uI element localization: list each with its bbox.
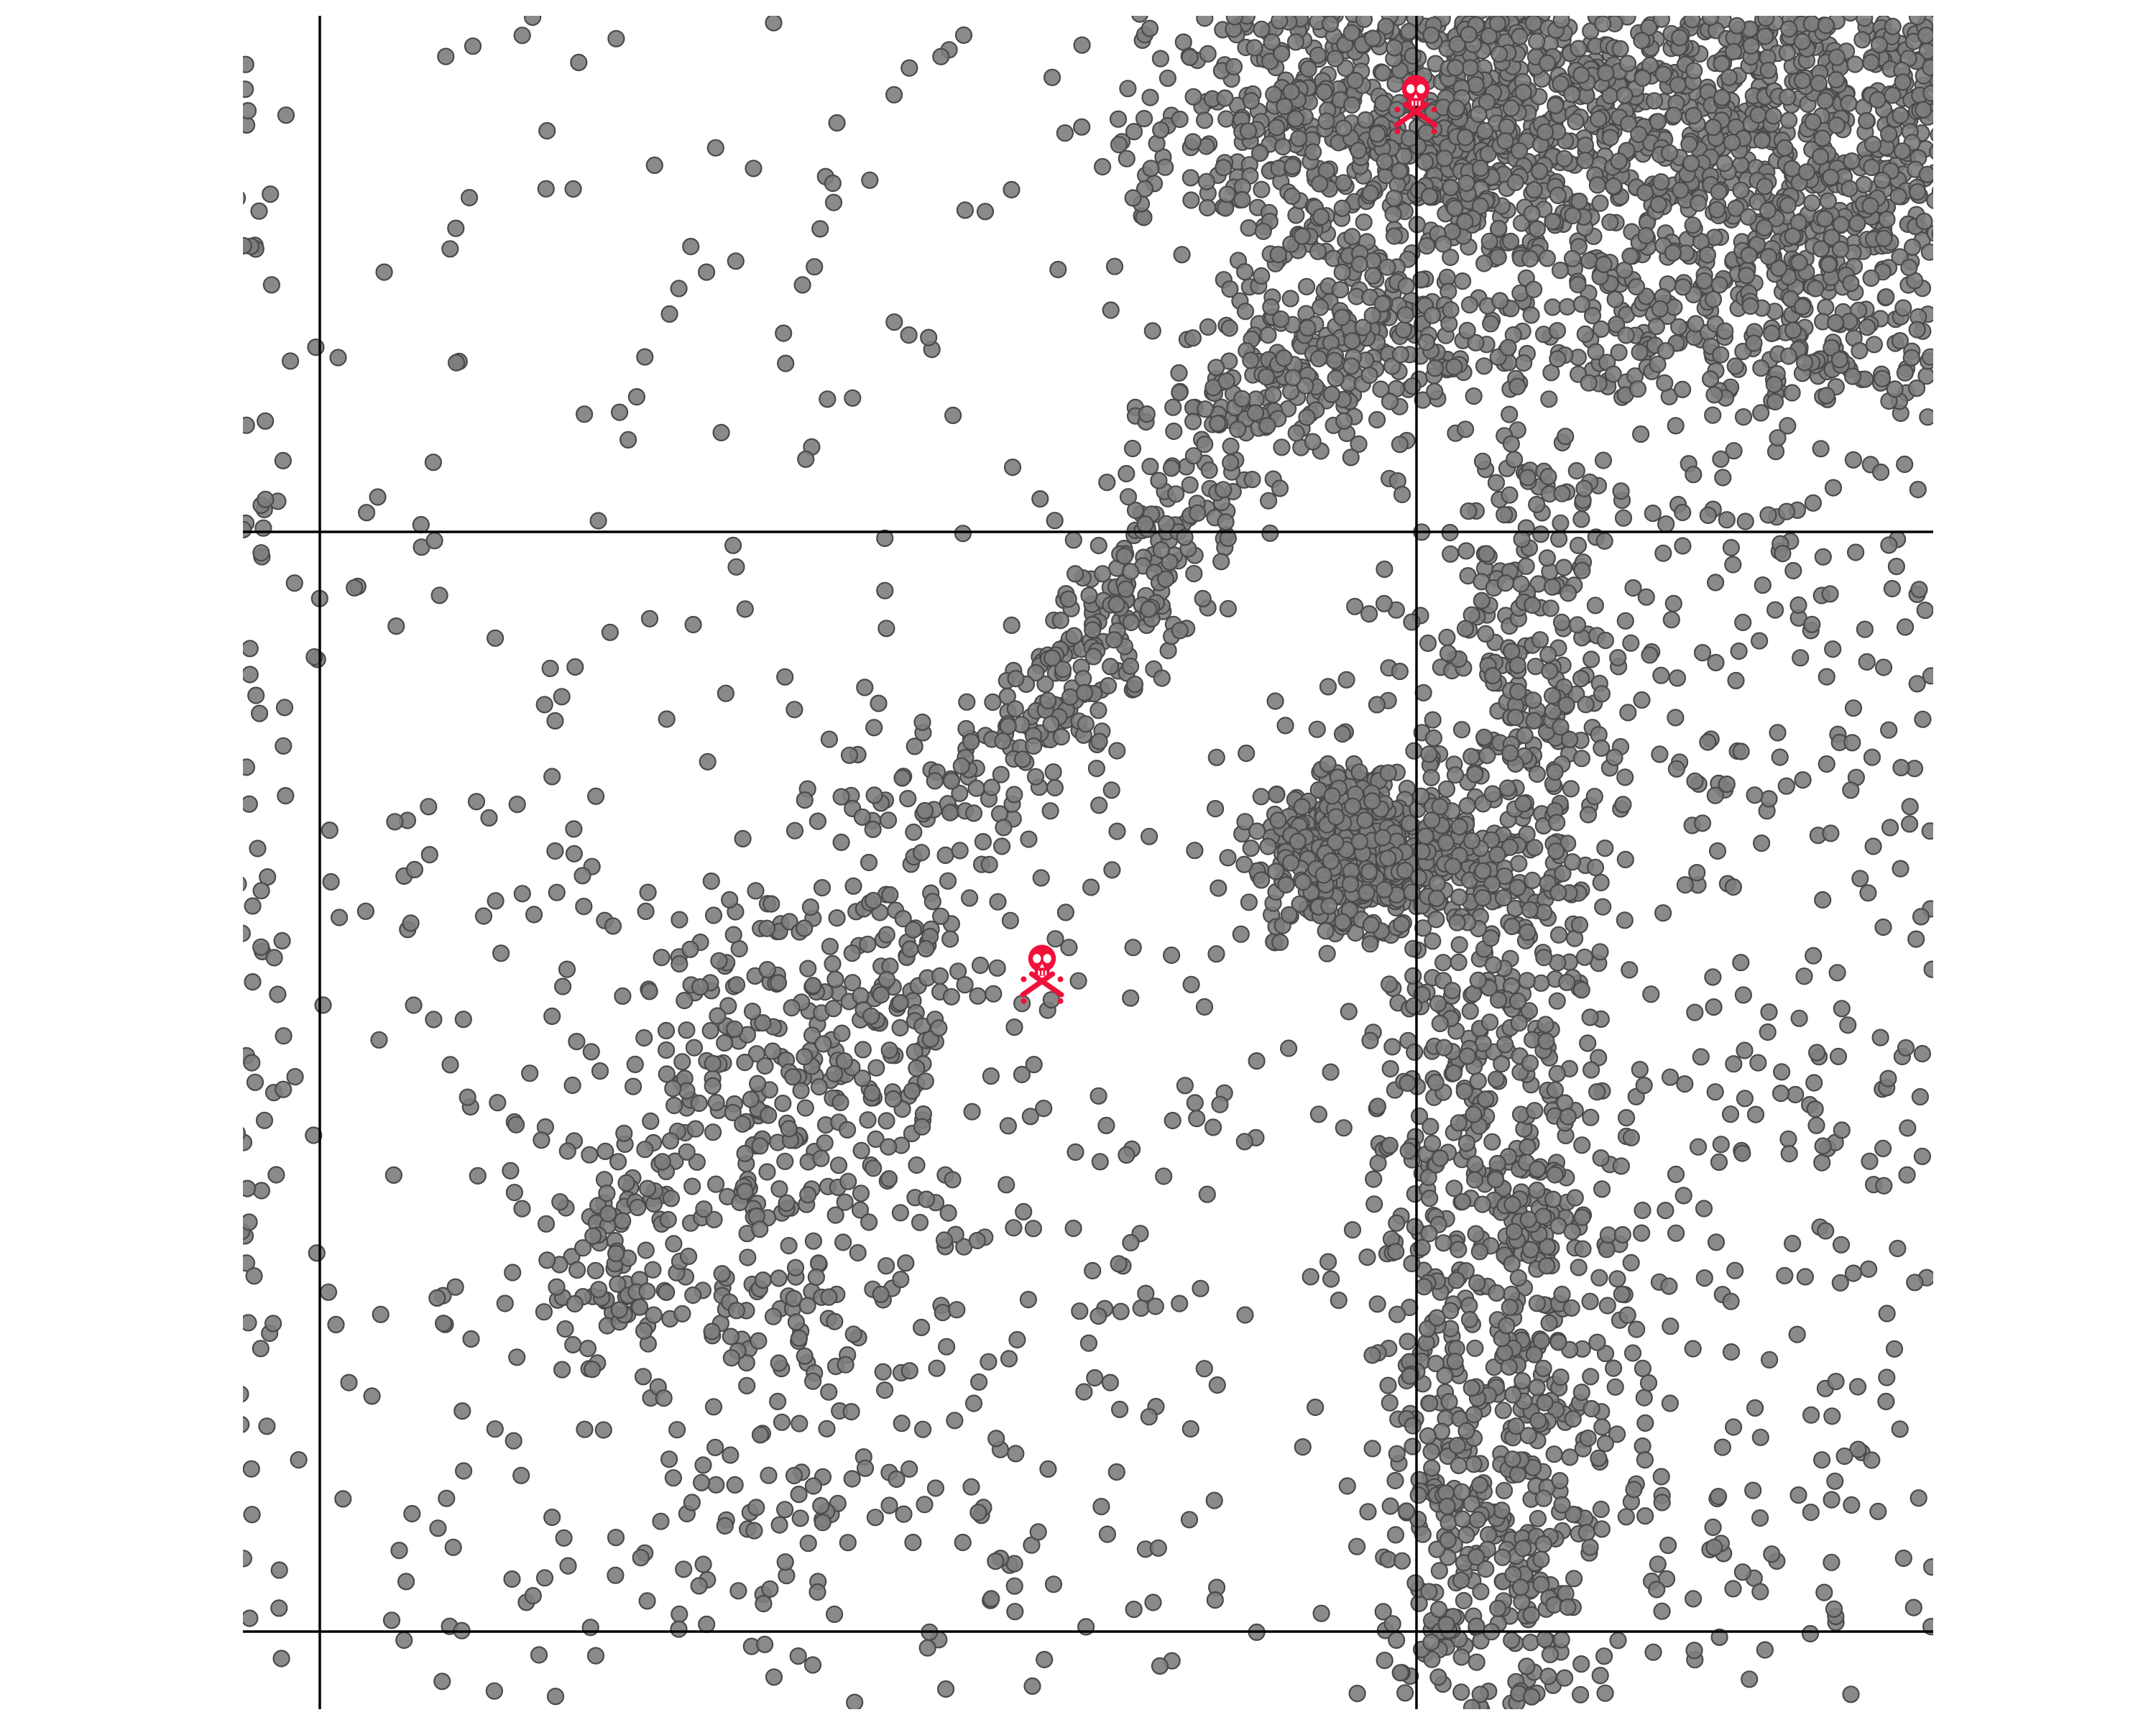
grid-lines bbox=[243, 16, 1933, 1709]
hazard-marker-central[interactable] bbox=[1019, 944, 1065, 1004]
data-points-layer bbox=[243, 16, 1933, 1709]
skull-crossbones-icon bbox=[1019, 944, 1065, 1004]
